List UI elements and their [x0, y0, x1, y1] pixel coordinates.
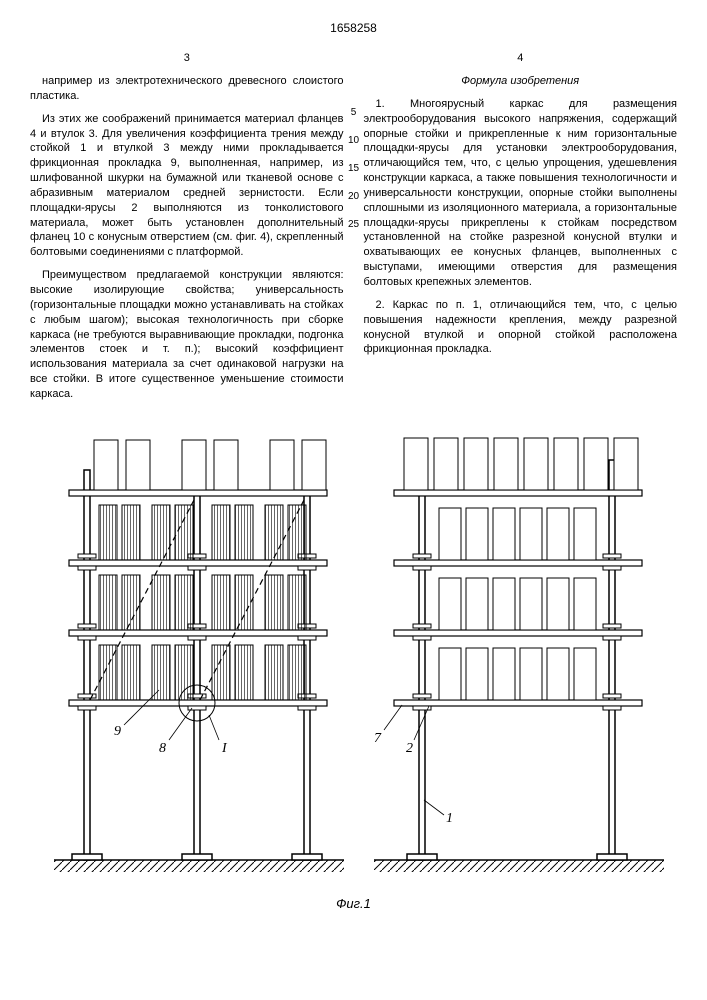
right-column: 4 Формула изобретения 1. Многоярусный ка… [364, 51, 678, 410]
left-column: 3 например из электротехнического древес… [30, 51, 344, 410]
callout-7: 7 [374, 731, 382, 746]
left-p2: Из этих же соображений принимается матер… [30, 112, 344, 260]
left-p3: Преимуществом предлагаемой конструкции я… [30, 268, 344, 402]
patent-number: 1658258 [30, 20, 677, 36]
left-p1: например из электротехнического древесно… [30, 74, 344, 104]
line-numbers: 5 10 15 20 25 [348, 99, 359, 239]
figure-1: 9 8 I [30, 430, 677, 913]
line-num-20: 20 [348, 183, 359, 211]
left-col-number: 3 [30, 51, 344, 66]
callout-2: 2 [406, 741, 413, 756]
figure-label: Фиг.1 [30, 895, 677, 913]
left-frame: 9 8 I [54, 440, 344, 872]
callout-I: I [221, 741, 228, 756]
callout-1: 1 [446, 811, 453, 826]
claim-2: 2. Каркас по п. 1, отличающийся тем, что… [364, 298, 678, 357]
figure-svg: 9 8 I [34, 430, 674, 890]
right-col-number: 4 [364, 51, 678, 66]
line-num-15: 15 [348, 155, 359, 183]
text-columns: 3 например из электротехнического древес… [30, 51, 677, 410]
callout-8: 8 [159, 741, 166, 756]
line-num-5: 5 [348, 99, 359, 127]
claim-1: 1. Многоярусный каркас для размещения эл… [364, 97, 678, 290]
right-frame: 7 2 1 [374, 438, 664, 872]
callout-9: 9 [114, 724, 121, 739]
line-num-25: 25 [348, 211, 359, 239]
formula-title: Формула изобретения [364, 74, 678, 89]
line-num-10: 10 [348, 127, 359, 155]
